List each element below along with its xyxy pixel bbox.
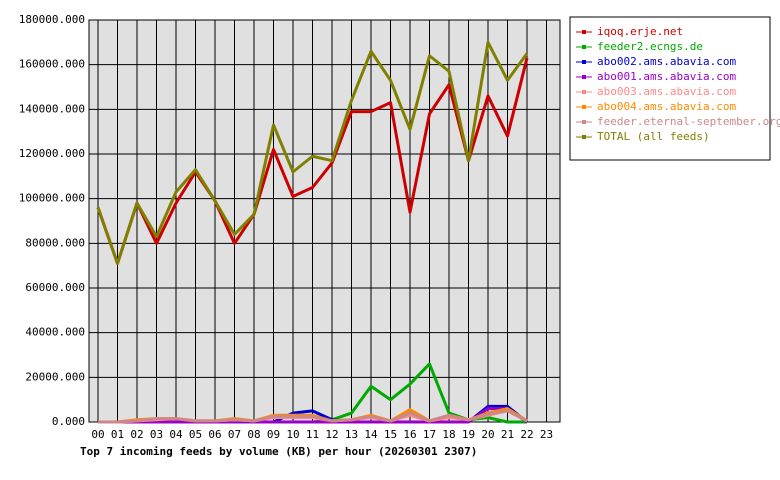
x-tick-label: 08 xyxy=(247,428,260,441)
legend-label: abo003.ams.abavia.com xyxy=(597,85,736,98)
y-tick-label: 80000.000 xyxy=(25,236,85,249)
legend-label: TOTAL (all feeds) xyxy=(597,130,710,143)
y-tick-label: 40000.000 xyxy=(25,326,85,339)
x-tick-label: 15 xyxy=(384,428,397,441)
x-tick-label: 10 xyxy=(286,428,299,441)
x-tick-label: 06 xyxy=(208,428,221,441)
legend-marker xyxy=(582,105,586,109)
legend-marker xyxy=(582,75,586,79)
legend-label: abo004.ams.abavia.com xyxy=(597,100,736,113)
legend-box xyxy=(569,16,771,161)
series-line xyxy=(98,409,528,424)
legend-label: feeder2.ecngs.de xyxy=(597,40,703,53)
x-tick-label: 21 xyxy=(501,428,514,441)
x-tick-label: 03 xyxy=(150,428,163,441)
chart-title: Top 7 incoming feeds by volume (KB) per … xyxy=(80,445,477,458)
x-tick-label: 04 xyxy=(169,428,183,441)
y-tick-label: 180000.000 xyxy=(19,13,85,26)
series-line xyxy=(96,57,529,265)
y-tick-label: 140000.000 xyxy=(19,102,85,115)
series-line xyxy=(96,40,529,265)
legend-label: abo001.ams.abavia.com xyxy=(597,70,736,83)
x-tick-label: 11 xyxy=(306,428,319,441)
x-tick-label: 05 xyxy=(189,428,202,441)
x-tick-label: 18 xyxy=(442,428,455,441)
legend-marker xyxy=(582,120,586,124)
x-tick-label: 12 xyxy=(325,428,338,441)
legend-label: abo002.ams.abavia.com xyxy=(597,55,736,68)
y-tick-label: 160000.000 xyxy=(19,58,85,71)
y-tick-label: 120000.000 xyxy=(19,147,85,160)
x-tick-label: 09 xyxy=(267,428,280,441)
legend-label: feeder.eternal-september.org xyxy=(597,115,780,128)
x-tick-label: 02 xyxy=(130,428,143,441)
y-tick-label: 100000.000 xyxy=(19,192,85,205)
x-tick-label: 01 xyxy=(111,428,124,441)
x-tick-label: 00 xyxy=(91,428,104,441)
legend-marker xyxy=(582,30,586,34)
x-tick-label: 20 xyxy=(481,428,494,441)
y-tick-label: 20000.000 xyxy=(25,370,85,383)
x-tick-label: 14 xyxy=(364,428,378,441)
legend-marker xyxy=(582,45,586,49)
x-tick-label: 22 xyxy=(520,428,533,441)
x-tick-label: 23 xyxy=(540,428,553,441)
x-tick-label: 13 xyxy=(345,428,358,441)
x-tick-label: 16 xyxy=(403,428,416,441)
legend-marker xyxy=(582,135,586,139)
legend-label: iqoq.erje.net xyxy=(597,25,683,38)
y-tick-label: 0.000 xyxy=(52,415,85,428)
series-line xyxy=(98,407,528,424)
y-tick-label: 60000.000 xyxy=(25,281,85,294)
x-tick-label: 19 xyxy=(462,428,475,441)
legend-marker xyxy=(582,60,586,64)
x-tick-label: 07 xyxy=(228,428,241,441)
legend-marker xyxy=(582,90,586,94)
x-tick-label: 17 xyxy=(423,428,436,441)
plot-area xyxy=(88,19,561,423)
